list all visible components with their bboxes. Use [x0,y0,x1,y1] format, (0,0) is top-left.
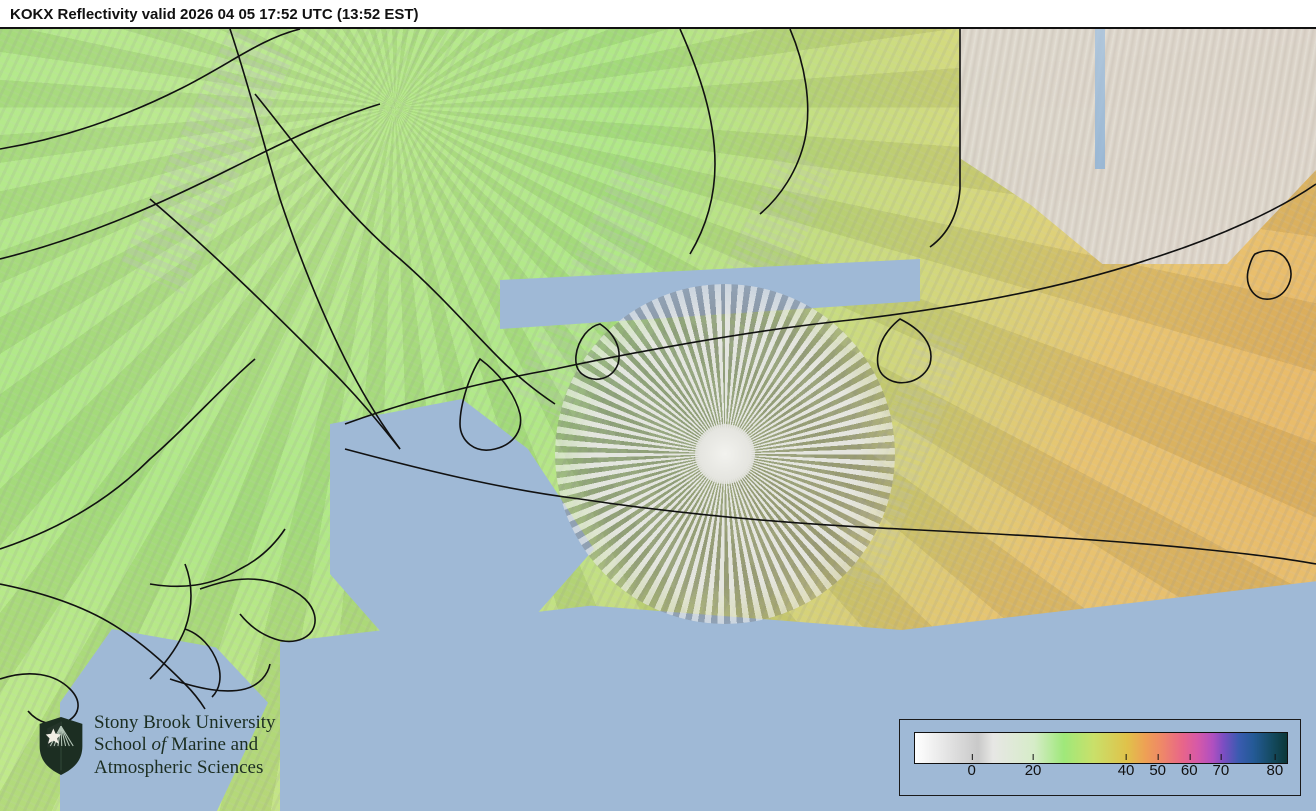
tick-60: 60 [1181,762,1198,779]
stony-brook-logo: Stony Brook University School of Marine … [38,698,338,793]
political-boundaries-overlay [0,29,1316,811]
radar-map-app: KOKX Reflectivity valid 2026 04 05 17:52… [0,0,1316,811]
university-shield-icon [38,717,84,775]
tick-20: 20 [1025,762,1042,779]
tick-70: 70 [1213,762,1230,779]
page-title: KOKX Reflectivity valid 2026 04 05 17:52… [10,6,419,23]
reflectivity-color-bar [914,732,1288,764]
tick-40: 40 [1118,762,1135,779]
map-base-layer [0,29,1316,811]
university-logo-text: Stony Brook University School of Marine … [94,712,276,779]
tick-50: 50 [1149,762,1166,779]
reflectivity-scale-ticks: 0 20 40 50 60 70 80 [914,762,1286,792]
radar-map-canvas[interactable] [0,27,1316,811]
reflectivity-color-legend[interactable]: 0 20 40 50 60 70 80 [899,719,1301,796]
tick-0: 0 [967,762,975,779]
tick-80: 80 [1266,762,1283,779]
